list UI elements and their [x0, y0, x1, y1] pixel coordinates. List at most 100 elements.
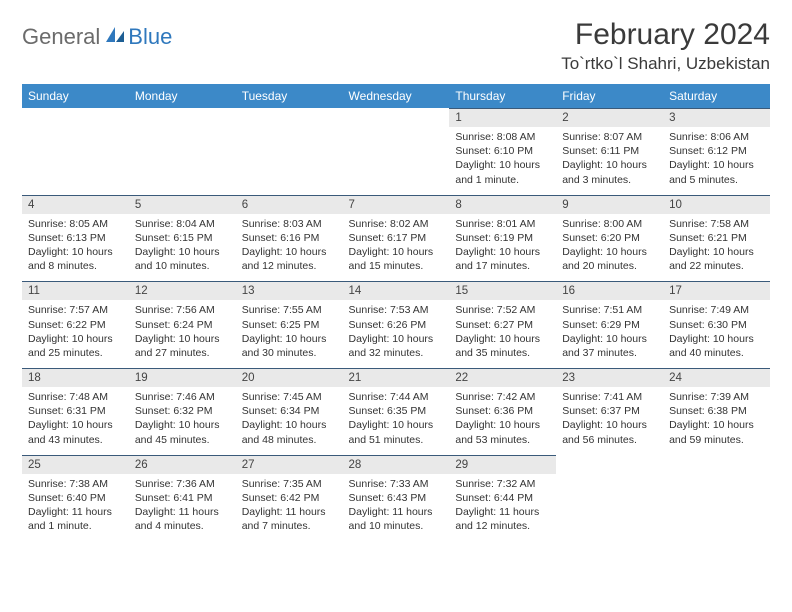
sunset-line: Sunset: 6:15 PM: [135, 231, 230, 245]
day-number: 22: [449, 368, 556, 387]
week-row: 4Sunrise: 8:05 AMSunset: 6:13 PMDaylight…: [22, 195, 770, 282]
sunrise-line: Sunrise: 7:57 AM: [28, 303, 123, 317]
sunrise-line: Sunrise: 7:33 AM: [349, 477, 444, 491]
sunrise-line: Sunrise: 8:04 AM: [135, 217, 230, 231]
day-details: Sunrise: 7:33 AMSunset: 6:43 PMDaylight:…: [343, 474, 450, 542]
empty-cell: [22, 108, 129, 195]
daylight-line-2: and 12 minutes.: [242, 259, 337, 273]
day-number: 20: [236, 368, 343, 387]
day-details: Sunrise: 7:39 AMSunset: 6:38 PMDaylight:…: [663, 387, 770, 455]
day-cell: 22Sunrise: 7:42 AMSunset: 6:36 PMDayligh…: [449, 368, 556, 455]
day-cell: 12Sunrise: 7:56 AMSunset: 6:24 PMDayligh…: [129, 281, 236, 368]
day-number: 24: [663, 368, 770, 387]
daylight-line-2: and 53 minutes.: [455, 433, 550, 447]
sunrise-line: Sunrise: 8:01 AM: [455, 217, 550, 231]
day-details: Sunrise: 8:00 AMSunset: 6:20 PMDaylight:…: [556, 214, 663, 282]
daylight-line-2: and 51 minutes.: [349, 433, 444, 447]
day-number: 23: [556, 368, 663, 387]
day-number: 11: [22, 281, 129, 300]
daylight-line-1: Daylight: 10 hours: [669, 418, 764, 432]
day-details: Sunrise: 7:35 AMSunset: 6:42 PMDaylight:…: [236, 474, 343, 542]
empty-cell: [556, 455, 663, 542]
sunset-line: Sunset: 6:35 PM: [349, 404, 444, 418]
day-cell: 16Sunrise: 7:51 AMSunset: 6:29 PMDayligh…: [556, 281, 663, 368]
day-number: 3: [663, 108, 770, 127]
day-details: Sunrise: 8:03 AMSunset: 6:16 PMDaylight:…: [236, 214, 343, 282]
day-details: Sunrise: 7:32 AMSunset: 6:44 PMDaylight:…: [449, 474, 556, 542]
day-number: 19: [129, 368, 236, 387]
day-details: Sunrise: 7:48 AMSunset: 6:31 PMDaylight:…: [22, 387, 129, 455]
day-number: 9: [556, 195, 663, 214]
daylight-line-1: Daylight: 10 hours: [669, 158, 764, 172]
daylight-line-1: Daylight: 10 hours: [455, 332, 550, 346]
daylight-line-1: Daylight: 11 hours: [28, 505, 123, 519]
daylight-line-2: and 1 minute.: [28, 519, 123, 533]
day-number: 28: [343, 455, 450, 474]
day-cell: 21Sunrise: 7:44 AMSunset: 6:35 PMDayligh…: [343, 368, 450, 455]
sunrise-line: Sunrise: 7:58 AM: [669, 217, 764, 231]
sunset-line: Sunset: 6:44 PM: [455, 491, 550, 505]
day-cell: 26Sunrise: 7:36 AMSunset: 6:41 PMDayligh…: [129, 455, 236, 542]
day-cell: 7Sunrise: 8:02 AMSunset: 6:17 PMDaylight…: [343, 195, 450, 282]
daylight-line-2: and 8 minutes.: [28, 259, 123, 273]
sunset-line: Sunset: 6:21 PM: [669, 231, 764, 245]
calendar-page: General Blue February 2024 To`rtko`l Sha…: [0, 0, 792, 559]
weekday-header: Friday: [556, 84, 663, 108]
daylight-line-2: and 56 minutes.: [562, 433, 657, 447]
location-label: To`rtko`l Shahri, Uzbekistan: [561, 54, 770, 74]
daylight-line-2: and 10 minutes.: [135, 259, 230, 273]
sunrise-line: Sunrise: 7:42 AM: [455, 390, 550, 404]
daylight-line-2: and 35 minutes.: [455, 346, 550, 360]
page-header: General Blue February 2024 To`rtko`l Sha…: [22, 18, 770, 74]
sunrise-line: Sunrise: 7:56 AM: [135, 303, 230, 317]
daylight-line-1: Daylight: 11 hours: [455, 505, 550, 519]
daylight-line-1: Daylight: 10 hours: [455, 245, 550, 259]
weekday-header: Sunday: [22, 84, 129, 108]
empty-cell: [129, 108, 236, 195]
daylight-line-1: Daylight: 10 hours: [349, 245, 444, 259]
day-number: 4: [22, 195, 129, 214]
daylight-line-2: and 22 minutes.: [669, 259, 764, 273]
day-details: Sunrise: 7:38 AMSunset: 6:40 PMDaylight:…: [22, 474, 129, 542]
sunrise-line: Sunrise: 8:02 AM: [349, 217, 444, 231]
weekday-header: Tuesday: [236, 84, 343, 108]
sunset-line: Sunset: 6:43 PM: [349, 491, 444, 505]
sunset-line: Sunset: 6:10 PM: [455, 144, 550, 158]
day-details: Sunrise: 7:41 AMSunset: 6:37 PMDaylight:…: [556, 387, 663, 455]
sunset-line: Sunset: 6:41 PM: [135, 491, 230, 505]
sunset-line: Sunset: 6:27 PM: [455, 318, 550, 332]
day-details: Sunrise: 7:56 AMSunset: 6:24 PMDaylight:…: [129, 300, 236, 368]
daylight-line-1: Daylight: 10 hours: [562, 158, 657, 172]
sunrise-line: Sunrise: 8:03 AM: [242, 217, 337, 231]
sunset-line: Sunset: 6:11 PM: [562, 144, 657, 158]
daylight-line-1: Daylight: 10 hours: [562, 418, 657, 432]
sunset-line: Sunset: 6:37 PM: [562, 404, 657, 418]
month-title: February 2024: [561, 18, 770, 52]
sunrise-line: Sunrise: 7:48 AM: [28, 390, 123, 404]
day-number: 15: [449, 281, 556, 300]
sunset-line: Sunset: 6:30 PM: [669, 318, 764, 332]
sunrise-line: Sunrise: 7:32 AM: [455, 477, 550, 491]
sunrise-line: Sunrise: 7:38 AM: [28, 477, 123, 491]
day-number: 5: [129, 195, 236, 214]
day-number: 10: [663, 195, 770, 214]
daylight-line-2: and 1 minute.: [455, 173, 550, 187]
daylight-line-1: Daylight: 10 hours: [135, 245, 230, 259]
week-row: 11Sunrise: 7:57 AMSunset: 6:22 PMDayligh…: [22, 281, 770, 368]
empty-cell: [343, 108, 450, 195]
daylight-line-1: Daylight: 10 hours: [242, 418, 337, 432]
day-cell: 17Sunrise: 7:49 AMSunset: 6:30 PMDayligh…: [663, 281, 770, 368]
daylight-line-2: and 48 minutes.: [242, 433, 337, 447]
daylight-line-2: and 3 minutes.: [562, 173, 657, 187]
sunset-line: Sunset: 6:34 PM: [242, 404, 337, 418]
day-details: Sunrise: 7:46 AMSunset: 6:32 PMDaylight:…: [129, 387, 236, 455]
day-details: Sunrise: 8:07 AMSunset: 6:11 PMDaylight:…: [556, 127, 663, 195]
day-cell: 3Sunrise: 8:06 AMSunset: 6:12 PMDaylight…: [663, 108, 770, 195]
day-details: Sunrise: 7:36 AMSunset: 6:41 PMDaylight:…: [129, 474, 236, 542]
brand-text-general: General: [22, 24, 100, 50]
daylight-line-1: Daylight: 10 hours: [135, 418, 230, 432]
sunrise-line: Sunrise: 7:45 AM: [242, 390, 337, 404]
day-number: 2: [556, 108, 663, 127]
sunset-line: Sunset: 6:17 PM: [349, 231, 444, 245]
sunrise-line: Sunrise: 7:35 AM: [242, 477, 337, 491]
